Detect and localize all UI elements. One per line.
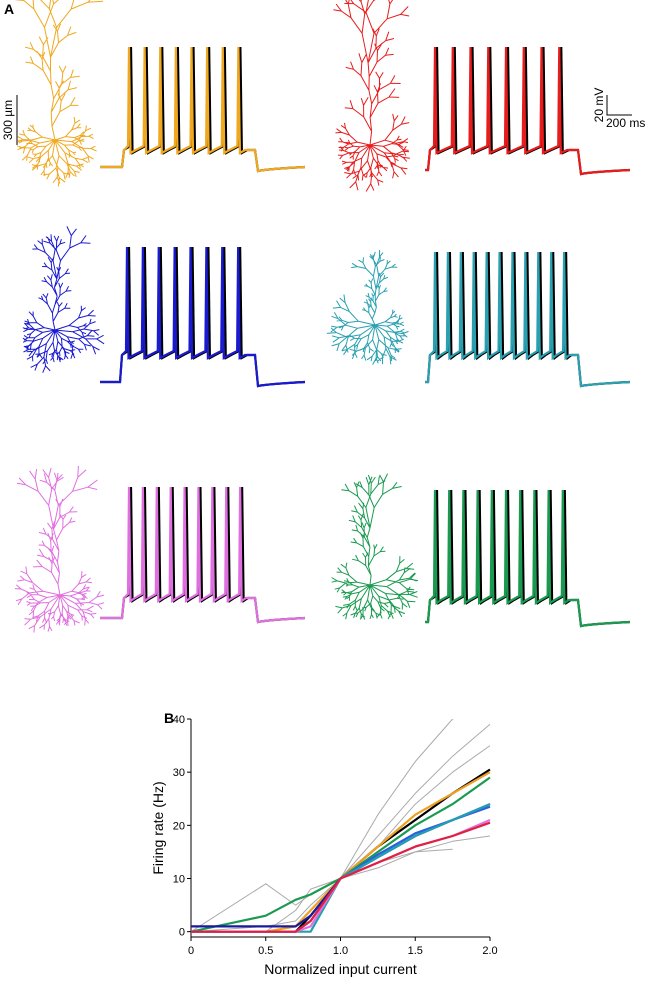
neuron-morphology <box>331 473 419 620</box>
panel-label: B <box>164 710 174 726</box>
series-line <box>191 719 454 933</box>
series-line <box>191 821 491 933</box>
series-line <box>191 848 453 933</box>
series-line <box>191 803 491 933</box>
voltage-trace <box>100 46 306 173</box>
series-line <box>191 805 491 933</box>
series-line <box>191 776 491 933</box>
neuron-morphology <box>333 0 410 192</box>
voltage-trace <box>425 46 631 176</box>
voltage-trace <box>425 251 631 388</box>
voltage-trace <box>100 246 306 388</box>
x-axis-label: Normalized input current <box>264 961 417 977</box>
scale-label: 300 µm <box>1 100 15 140</box>
series-line <box>191 818 491 933</box>
scale-label: 20 mV <box>592 88 606 123</box>
y-tick-label: 30 <box>173 767 185 779</box>
voltage-trace <box>100 246 306 388</box>
x-tick-label: 2.0 <box>482 945 497 957</box>
neuron-morphology <box>326 249 409 365</box>
series-line <box>191 771 491 933</box>
x-tick-label: 0 <box>188 945 194 957</box>
x-tick-label: 1.0 <box>333 945 348 957</box>
panel-label: A <box>4 1 14 17</box>
y-tick-label: 20 <box>173 820 185 832</box>
neuron-morphology <box>14 465 105 633</box>
voltage-trace <box>425 489 631 628</box>
y-tick-label: 40 <box>173 714 185 726</box>
y-axis-label: Firing rate (Hz) <box>150 781 166 874</box>
series-line <box>191 835 491 933</box>
scale-label: 200 ms <box>606 116 645 130</box>
cells <box>14 0 631 633</box>
neuron-morphology <box>15 0 104 187</box>
series-line <box>191 723 491 933</box>
scale-bar <box>606 95 632 116</box>
y-tick-label: 10 <box>173 874 185 886</box>
series-line <box>191 768 491 933</box>
x-tick-label: 0.5 <box>258 945 273 957</box>
plot: 0 10 20 30 40 0 0.5 1.0 1.5 2.0 Firing rate (Hz) No… <box>150 714 498 977</box>
voltage-trace <box>100 486 306 624</box>
neuron-morphology <box>22 226 105 373</box>
voltage-trace <box>425 489 631 628</box>
series-group <box>191 719 491 933</box>
y-tick-label: 0 <box>179 927 185 939</box>
voltage-trace <box>425 251 631 388</box>
x-tick-label: 1.5 <box>408 945 423 957</box>
